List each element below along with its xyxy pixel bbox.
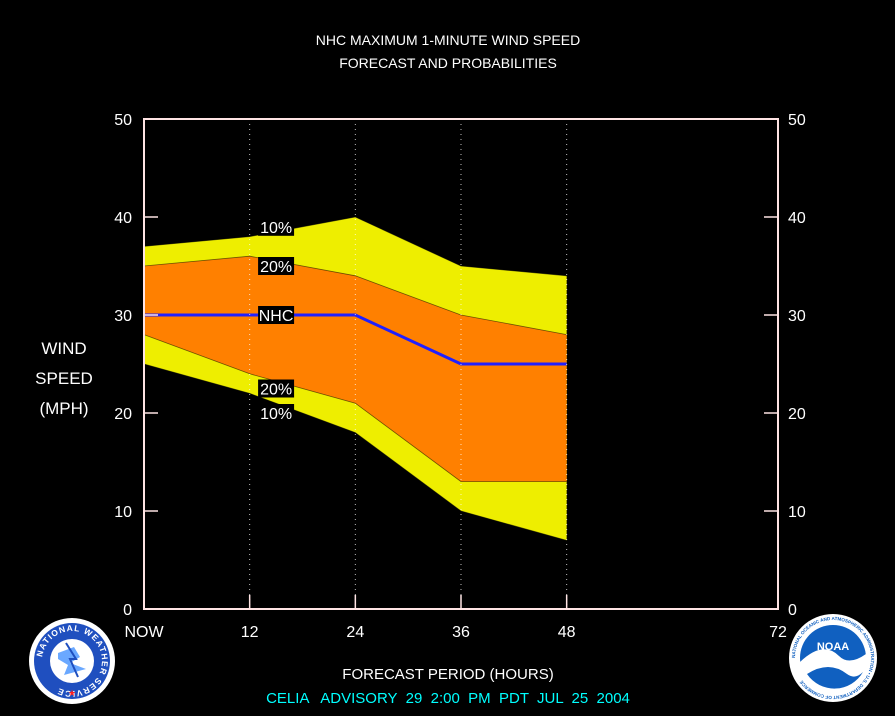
svg-text:★: ★	[68, 688, 76, 698]
y-axis-title-line-1: WIND	[41, 339, 86, 358]
y-tick-label-right-40: 40	[788, 210, 806, 227]
band-label-text: 10%	[260, 406, 292, 423]
band-label-2: 20%	[258, 257, 295, 276]
y-tick-label-right-50: 50	[788, 112, 806, 129]
band-label-bg	[258, 404, 295, 422]
advisory-footer: CELIA ADVISORY 29 2:00 PM PDT JUL 25 200…	[266, 690, 630, 707]
y-tick-label-right-20: 20	[788, 406, 806, 423]
x-tick-label-now: NOW	[124, 624, 164, 641]
band-label-text: NHC	[259, 308, 294, 325]
band-label-4: 20%	[258, 379, 295, 399]
y-tick-label-right-10: 10	[788, 504, 806, 521]
inner-probability-band	[144, 256, 567, 482]
x-tick-label-72: 72	[769, 624, 787, 641]
noaa-logo-text: NOAA	[817, 641, 849, 653]
y-tick-label-left-40: 40	[114, 210, 132, 227]
band-label-bg	[258, 257, 295, 275]
band-edge-lower-10	[143, 363, 567, 541]
vertical-grid	[249, 119, 568, 609]
y-axis-title-line-3: (MPH)	[39, 399, 88, 418]
band-label-1: 10%	[258, 217, 295, 237]
chart-title: NHC MAXIMUM 1-MINUTE WIND SPEED	[316, 32, 580, 48]
x-axis-title: FORECAST PERIOD (HOURS)	[342, 666, 553, 683]
band-label-text: 20%	[260, 259, 292, 276]
band-labels: 10% 20% NHC 20% 10%	[258, 217, 295, 423]
band-label-bg	[258, 306, 295, 324]
y-tick-label-left-0: 0	[123, 602, 132, 619]
band-label-text: 10%	[260, 220, 292, 237]
y-axis-title: WIND SPEED (MPH)	[35, 339, 93, 418]
nws-logo: NATIONAL WEATHER SERVICE ★	[29, 618, 115, 704]
x-tick-label-12: 12	[241, 624, 259, 641]
y-tick-label-left-30: 30	[114, 308, 132, 325]
y-tick-label-right-30: 30	[788, 308, 806, 325]
chart-subtitle: FORECAST AND PROBABILITIES	[339, 55, 557, 71]
x-tick-label-36: 36	[452, 624, 470, 641]
band-label-bg	[258, 379, 295, 398]
band-label-5: 10%	[258, 404, 295, 423]
y-tick-label-left-20: 20	[114, 406, 132, 423]
y-tick-label-left-10: 10	[114, 504, 132, 521]
probability-bands	[143, 216, 567, 541]
band-label-text: 20%	[260, 382, 292, 399]
x-tick-label-48: 48	[558, 624, 576, 641]
band-edge-lower-20	[143, 334, 567, 483]
band-edge-upper-20	[143, 255, 567, 335]
axis-ticks: 0 0 10 10 20 20 30 30 40 40 50 50 NOW 12 24 36 48 72	[114, 112, 806, 641]
y-tick-label-right-0: 0	[788, 602, 797, 619]
y-tick-label-left-50: 50	[114, 112, 132, 129]
noaa-logo: NOAA NATIONAL OCEANIC AND ATMOSPHERIC AD…	[789, 614, 877, 702]
band-label-bg	[258, 217, 295, 236]
band-edge-upper-10	[143, 216, 567, 277]
x-tick-label-24: 24	[346, 624, 364, 641]
band-label-3: NHC	[258, 306, 295, 325]
y-axis-title-line-2: SPEED	[35, 369, 93, 388]
